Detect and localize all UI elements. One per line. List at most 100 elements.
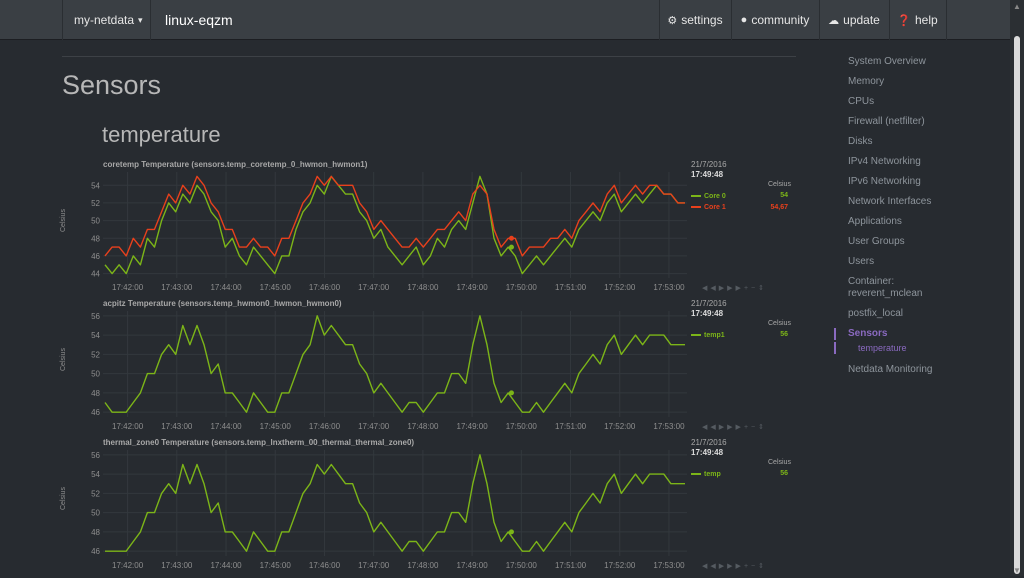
legend-date: 21/7/2016 — [691, 299, 727, 308]
x-tick-label: 17:49:00 — [457, 561, 489, 570]
thermal-zone0-chart[interactable]: 46 48 50 52 54 56 17:42:00 17:43:00 17:44:00 17:4… — [60, 438, 800, 578]
nav-item[interactable]: Network Interfaces — [848, 196, 932, 207]
chart-controls[interactable]: ◀◀▶▶▶+−⇕ — [702, 561, 767, 570]
nav-item[interactable]: Applications — [848, 216, 902, 227]
github-icon: ● — [740, 14, 748, 26]
zoom-out-icon[interactable]: − — [751, 285, 759, 292]
y-tick-label: 52 — [91, 350, 100, 359]
chart-controls[interactable]: ◀◀▶▶▶+−⇕ — [702, 422, 767, 431]
y-tick-label: 50 — [91, 370, 100, 379]
nav-item[interactable]: Container: reverent_mclean — [848, 276, 923, 299]
x-tick-label: 17:45:00 — [260, 422, 292, 431]
cloud-download-icon: ☁ — [828, 14, 840, 27]
coretemp-chart[interactable]: 44 46 48 50 52 54 17:42:00 17:43:00 17:44:00 17:4… — [60, 160, 800, 300]
legend-swatch — [691, 334, 701, 337]
legend-value: 54 — [780, 192, 788, 199]
zoom-in-icon[interactable]: + — [743, 563, 752, 570]
x-tick-label: 17:46:00 — [309, 561, 341, 570]
legend-swatch — [691, 206, 701, 209]
scrollbar-thumb[interactable] — [1014, 36, 1020, 574]
x-tick-label: 17:43:00 — [161, 561, 193, 570]
x-tick-label: 17:45:00 — [260, 283, 292, 292]
x-tick-label: 17:44:00 — [210, 422, 242, 431]
play-icon[interactable]: ▶ — [718, 424, 728, 431]
chart-plot[interactable]: 46 48 50 52 54 56 17:42:00 17:43:00 17:44:00 17:4… — [60, 299, 800, 439]
y-tick-label: 46 — [91, 252, 100, 261]
x-tick-label: 17:44:00 — [210, 561, 242, 570]
divider — [731, 0, 732, 40]
page-title: Sensors — [62, 70, 162, 100]
nav-item-netdata-monitoring[interactable]: Netdata Monitoring — [848, 364, 933, 375]
x-tick-label: 17:51:00 — [555, 422, 587, 431]
hover-point — [508, 244, 514, 250]
legend-time: 17:49:48 — [691, 448, 724, 457]
legend-unit: Celsius — [768, 181, 791, 188]
legend-item[interactable]: Core 0 — [691, 193, 726, 200]
chevron-double-left-icon[interactable]: ◀◀ — [702, 424, 719, 431]
y-tick-label: 56 — [91, 312, 100, 321]
chart-plot[interactable]: 46 48 50 52 54 56 17:42:00 17:43:00 17:44:00 17:4… — [60, 438, 800, 578]
nav-subitem-temperature[interactable]: temperature — [834, 342, 1004, 354]
nav-item[interactable]: Disks — [848, 136, 873, 147]
zoom-in-icon[interactable]: + — [743, 424, 752, 431]
play-icon[interactable]: ▶ — [718, 563, 728, 570]
server-menu-button[interactable]: my-netdata ▾ — [62, 0, 150, 40]
chevron-double-right-icon[interactable]: ▶▶ — [727, 563, 744, 570]
x-tick-label: 17:45:00 — [260, 561, 292, 570]
resize-icon[interactable]: ⇕ — [758, 563, 768, 570]
zoom-out-icon[interactable]: − — [751, 563, 759, 570]
chart-controls[interactable]: ◀◀▶▶▶+−⇕ — [702, 283, 767, 292]
y-tick-label: 46 — [91, 547, 100, 556]
y-tick-label: 46 — [91, 408, 100, 417]
server-menu-label: my-netdata — [74, 13, 135, 27]
y-tick-label: 48 — [91, 389, 100, 398]
y-tick-label: 56 — [91, 451, 100, 460]
legend-item[interactable]: temp1 — [691, 332, 725, 339]
help-button[interactable]: ❓ help — [889, 0, 946, 40]
chart-plot[interactable]: 44 46 48 50 52 54 17:42:00 17:43:00 17:44:00 17:4… — [60, 160, 800, 300]
resize-icon[interactable]: ⇕ — [758, 424, 768, 431]
x-tick-label: 17:53:00 — [653, 422, 685, 431]
x-tick-label: 17:52:00 — [604, 422, 636, 431]
chevron-double-left-icon[interactable]: ◀◀ — [702, 563, 719, 570]
nav-item-sensors[interactable]: Sensors — [834, 328, 1004, 340]
update-button[interactable]: ☁ update — [819, 0, 889, 40]
play-icon[interactable]: ▶ — [718, 285, 728, 292]
nav-item[interactable]: IPv4 Networking — [848, 156, 921, 167]
x-tick-label: 17:46:00 — [309, 422, 341, 431]
scroll-up-arrow-icon[interactable]: ▲ — [1013, 2, 1021, 11]
nav-item[interactable]: Memory — [848, 76, 885, 87]
chevron-double-left-icon[interactable]: ◀◀ — [702, 285, 719, 292]
settings-button[interactable]: ⚙ settings — [659, 0, 731, 40]
divider — [659, 0, 660, 40]
acpitz-chart[interactable]: 46 48 50 52 54 56 17:42:00 17:43:00 17:44:00 17:4… — [60, 299, 800, 439]
settings-label: settings — [681, 13, 723, 27]
divider — [150, 0, 151, 40]
y-axis-label: Celsius — [60, 209, 67, 232]
legend-swatch — [691, 195, 701, 198]
legend-item[interactable]: Core 1 — [691, 204, 726, 211]
nav-item[interactable]: Users — [848, 256, 875, 267]
nav-item[interactable]: Firewall (netfilter) — [848, 116, 925, 127]
chevron-double-right-icon[interactable]: ▶▶ — [727, 285, 744, 292]
legend-time: 17:49:48 — [691, 170, 724, 179]
y-tick-label: 44 — [91, 270, 100, 279]
nav-item[interactable]: CPUs — [848, 96, 875, 107]
legend-name: temp — [704, 471, 721, 478]
legend-item[interactable]: temp — [691, 471, 721, 478]
nav-item[interactable]: System Overview — [848, 56, 926, 67]
y-tick-label: 52 — [91, 199, 100, 208]
nav-item[interactable]: IPv6 Networking — [848, 176, 921, 187]
zoom-out-icon[interactable]: − — [751, 424, 759, 431]
chevron-double-right-icon[interactable]: ▶▶ — [727, 424, 744, 431]
resize-icon[interactable]: ⇕ — [758, 285, 768, 292]
community-button[interactable]: ● community — [731, 0, 819, 40]
zoom-in-icon[interactable]: + — [743, 285, 752, 292]
nav-item[interactable]: postfix_local — [848, 308, 904, 319]
x-tick-label: 17:51:00 — [555, 283, 587, 292]
legend-date: 21/7/2016 — [691, 438, 727, 447]
scroll-down-arrow-icon[interactable]: ▼ — [1013, 566, 1021, 575]
nav-item[interactable]: User Groups — [848, 236, 905, 247]
x-tick-label: 17:50:00 — [506, 422, 538, 431]
x-tick-label: 17:46:00 — [309, 283, 341, 292]
